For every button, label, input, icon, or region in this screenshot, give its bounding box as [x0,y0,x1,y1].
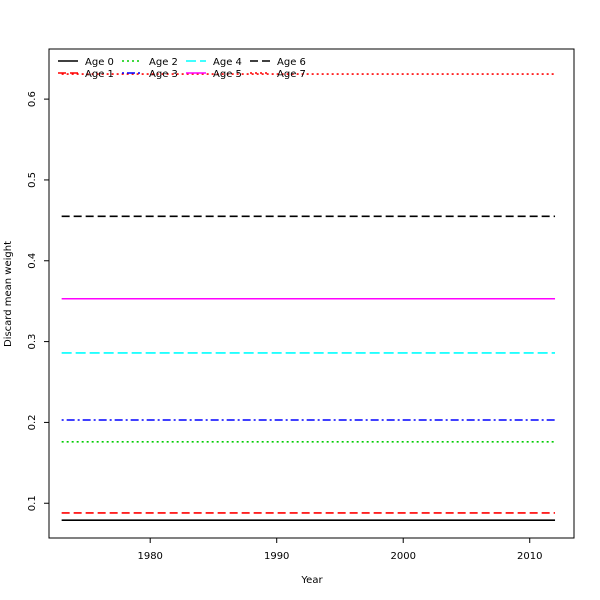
legend-item: Age 6 [250,57,306,68]
legend-label: Age 5 [213,69,242,80]
legend-item: Age 4 [186,57,242,68]
legend-item: Age 2 [122,57,178,68]
x-tick-label: 2010 [517,551,542,562]
legend-label: Age 4 [213,57,242,68]
y-tick-label: 0.1 [27,495,38,511]
legend-item: Age 5 [186,69,242,80]
y-tick-label: 0.3 [27,334,38,350]
plot-frame [48,48,575,539]
y-axis: 0.1 0.2 0.3 0.4 0.5 0.6 [27,91,49,511]
x-tick-label: 1980 [137,551,162,562]
legend-label: Age 0 [85,57,114,68]
legend-item: Age 3 [122,69,178,80]
y-tick-label: 0.4 [27,253,38,269]
legend-item: Age 1 [58,69,114,80]
legend-item: Age 0 [58,57,114,68]
legend-label: Age 1 [85,69,114,80]
y-tick-label: 0.5 [27,172,38,188]
legend-label: Age 2 [149,57,178,68]
x-axis-title: Year [300,575,323,586]
legend-label: Age 6 [277,57,306,68]
x-tick-label: 2000 [390,551,415,562]
series-layer [61,73,556,522]
y-tick-label: 0.2 [27,414,38,430]
legend-label: Age 7 [277,69,306,80]
y-axis-title: Discard mean weight [3,241,14,347]
x-axis: 1980 1990 2000 2010 [137,538,542,562]
legend-label: Age 3 [149,69,178,80]
x-tick-label: 1990 [264,551,289,562]
legend-item: Age 7 [250,69,306,80]
y-tick-label: 0.6 [27,91,38,107]
